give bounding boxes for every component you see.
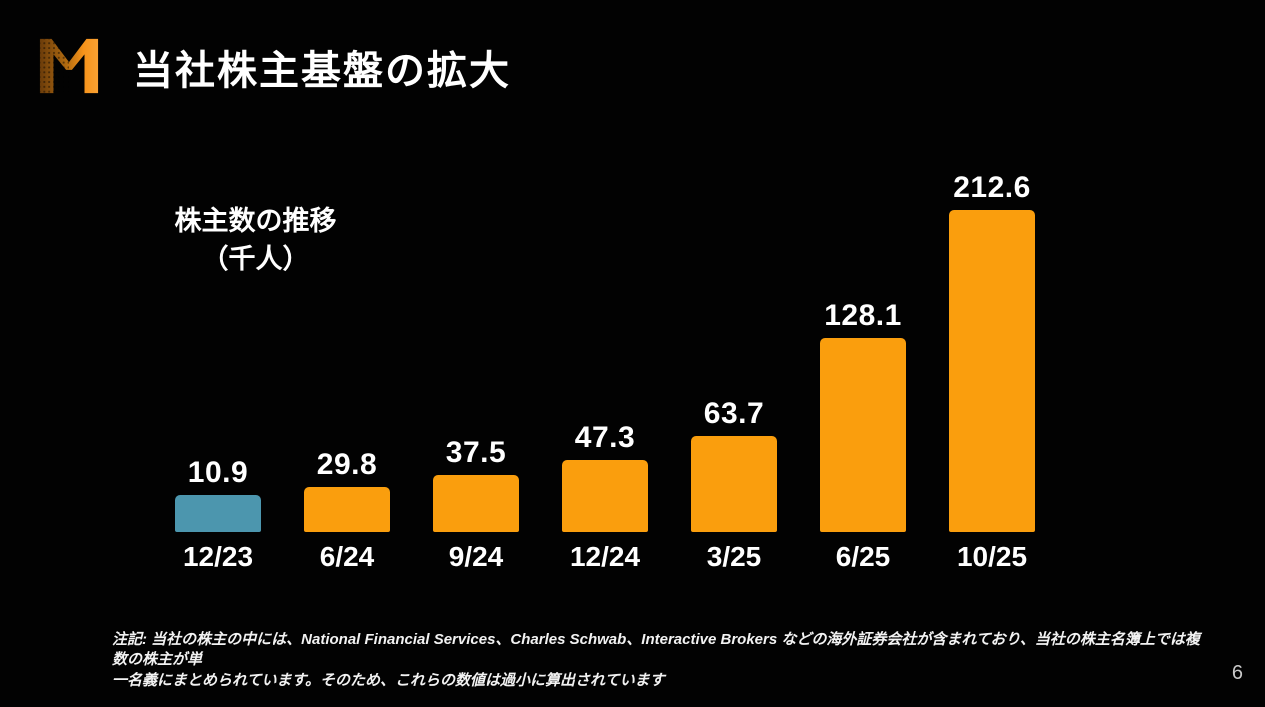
- bar: [304, 487, 390, 532]
- footnote-line2: 一名義にまとめられています。そのため、これらの数値は過小に算出されています: [112, 671, 665, 689]
- metaplanet-logo-icon: [38, 36, 100, 96]
- bar-group: 47.3 12/24: [562, 423, 648, 571]
- bar: [949, 210, 1035, 532]
- bar-category-label: 3/25: [706, 541, 762, 572]
- bar-value-label: 47.3: [574, 421, 636, 454]
- bar-category-label: 6/25: [835, 541, 891, 572]
- bar: [433, 475, 519, 532]
- bar-value-label: 212.6: [953, 171, 1031, 204]
- footnote-line1: 注記: 当社の株主の中には、National Financial Service…: [112, 631, 1200, 669]
- bar-category-label: 12/23: [182, 541, 254, 572]
- bar-group: 212.6 10/25: [949, 173, 1035, 571]
- chart-axis-title-line2: （千人）: [201, 243, 310, 274]
- bar: [175, 495, 261, 532]
- footnote: 注記: 当社の株主の中には、National Financial Service…: [112, 630, 1207, 691]
- chart-axis-title: 株主数の推移 （千人）: [148, 203, 363, 279]
- bar-group: 128.1 6/25: [820, 301, 906, 571]
- bar-value-label: 128.1: [824, 299, 902, 332]
- bar-chart: 10.9 12/23 29.8 6/24 37.5 9/24 47.3 12/24 63.7 3/…: [175, 173, 1035, 571]
- page-number: 6: [1231, 662, 1243, 684]
- bar: [691, 436, 777, 532]
- bar-category-label: 12/24: [569, 541, 641, 572]
- bar-value-label: 37.5: [445, 436, 507, 469]
- bar-value-label: 63.7: [703, 397, 765, 430]
- bar-value-label: 29.8: [316, 448, 378, 481]
- bar: [562, 460, 648, 532]
- bar-category-label: 10/25: [956, 541, 1028, 572]
- bar-group: 37.5 9/24: [433, 438, 519, 571]
- bar-value-label: 10.9: [187, 456, 249, 489]
- bar-group: 10.9 12/23: [175, 458, 261, 571]
- bar-group: 63.7 3/25: [691, 399, 777, 571]
- bar-category-label: 6/24: [319, 541, 375, 572]
- slide-title: 当社株主基盤の拡大: [133, 49, 511, 93]
- bar-category-label: 9/24: [448, 541, 504, 572]
- bar-group: 29.8 6/24: [304, 450, 390, 571]
- chart-axis-title-line1: 株主数の推移: [174, 206, 337, 236]
- bar: [820, 338, 906, 532]
